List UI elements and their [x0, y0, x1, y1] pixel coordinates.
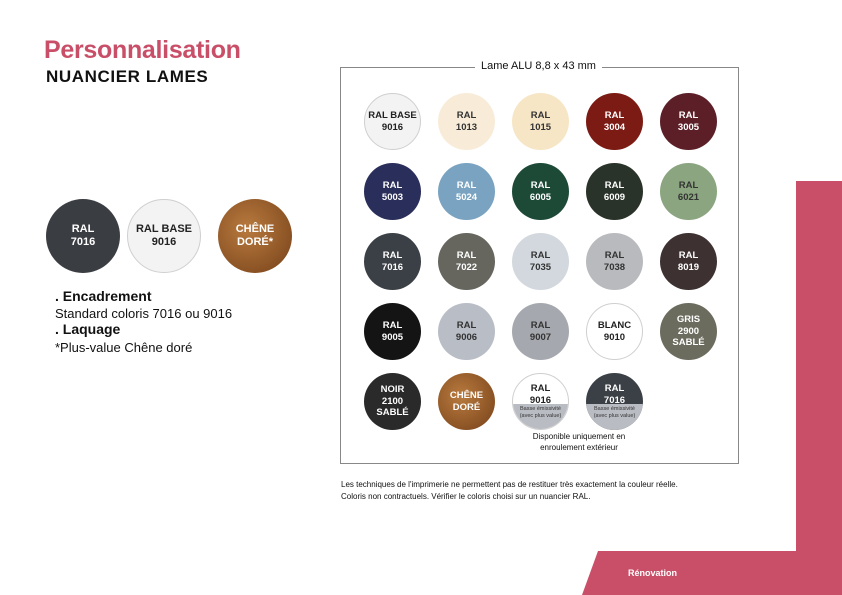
laquage-text: *Plus-value Chêne doré [55, 340, 193, 355]
swatch-label: RAL 9007 [529, 320, 552, 343]
footer-band [582, 551, 842, 595]
swatch-label: RAL 6009 [603, 180, 626, 203]
availability-note: Disponible uniquement en enroulement ext… [532, 432, 626, 452]
color-swatch: RAL 3004 [586, 93, 643, 150]
color-swatch: RAL 6009 [586, 163, 643, 220]
footer-label: Rénovation [628, 568, 678, 578]
swatch-label: RAL 7038 [603, 250, 626, 273]
color-swatch: RAL 6021 [660, 163, 717, 220]
color-swatch: RAL 9005 [364, 303, 421, 360]
color-swatch: RAL 9007 [512, 303, 569, 360]
color-swatch: RAL 1013 [438, 93, 495, 150]
color-swatch: RAL 5024 [438, 163, 495, 220]
page-subtitle: NUANCIER LAMES [46, 67, 209, 86]
color-swatch: RAL 7022 [438, 233, 495, 290]
swatch-label: RAL 1013 [455, 110, 478, 133]
disclaimer-line-1: Les techniques de l'imprimerie ne permet… [341, 480, 678, 489]
swatch-label: CHÊNE DORÉ* [235, 222, 275, 248]
color-swatch: CHÊNE DORÉ* [218, 199, 292, 273]
color-swatch: RAL 6005 [512, 163, 569, 220]
swatch-label: RAL 7035 [529, 250, 552, 273]
color-swatch: RAL 7016 [364, 233, 421, 290]
swatch-sublabel: Basse émissivité (avec plus value) [586, 404, 643, 430]
color-swatch: RAL 7038 [586, 233, 643, 290]
swatch-label: RAL 1015 [529, 110, 552, 133]
swatch-label: RAL 6021 [677, 180, 700, 203]
color-swatch: RAL 1015 [512, 93, 569, 150]
color-swatch: RAL 5003 [364, 163, 421, 220]
color-swatch: RAL 9006 [438, 303, 495, 360]
swatch-label: RAL 9016 [529, 383, 552, 406]
swatch-sublabel: Basse émissivité (avec plus value) [513, 403, 568, 429]
color-swatch: RAL 7016 [46, 199, 120, 273]
page-title: Personnalisation [44, 36, 241, 64]
swatch-box-title: Lame ALU 8,8 x 43 mm [475, 60, 602, 72]
swatch-label: RAL 7016 [70, 222, 96, 248]
disclaimer: Les techniques de l'imprimerie ne permet… [341, 479, 678, 503]
swatch-label: RAL 8019 [677, 250, 700, 273]
swatch-label: BLANC 9010 [597, 320, 632, 343]
color-swatch: RAL BASE 9016 [127, 199, 201, 273]
swatch-label: RAL 5003 [381, 180, 404, 203]
swatch-label: RAL 3004 [603, 110, 626, 133]
encadrement-heading: . Encadrement [55, 288, 152, 304]
color-swatch: BLANC 9010 [586, 303, 643, 360]
color-swatch: RAL 8019 [660, 233, 717, 290]
swatch-label: RAL 3005 [677, 110, 700, 133]
swatch-label: RAL 7022 [455, 250, 478, 273]
swatch-label: GRIS 2900 SABLÉ [672, 314, 705, 349]
disclaimer-line-2: Coloris non contractuels. Vérifier le co… [341, 492, 591, 501]
color-swatch: RAL BASE 9016 [364, 93, 421, 150]
encadrement-text: Standard coloris 7016 ou 9016 [55, 306, 233, 321]
swatch-label: NOIR 2100 SABLÉ [376, 384, 409, 419]
swatch-label: RAL 7016 [603, 383, 626, 406]
color-swatch: RAL 3005 [660, 93, 717, 150]
swatch-label: RAL 7016 [381, 250, 404, 273]
swatch-label: RAL 9006 [455, 320, 478, 343]
decorative-accent-bar [796, 181, 842, 595]
color-swatch: RAL 9016 Basse émissivité (avec plus valu… [512, 373, 569, 430]
swatch-label: RAL 5024 [455, 180, 478, 203]
swatch-label: RAL 9005 [381, 320, 404, 343]
swatch-label: RAL 6005 [529, 180, 552, 203]
color-swatch: NOIR 2100 SABLÉ [364, 373, 421, 430]
laquage-heading: . Laquage [55, 321, 121, 337]
color-swatch: CHÊNE DORÉ [438, 373, 495, 430]
swatch-label: RAL BASE 9016 [368, 110, 417, 133]
color-swatch: RAL 7035 [512, 233, 569, 290]
color-swatch: GRIS 2900 SABLÉ [660, 303, 717, 360]
swatch-label: CHÊNE DORÉ [449, 390, 484, 413]
swatch-label: RAL BASE 9016 [135, 222, 193, 248]
color-swatch: RAL 7016 Basse émissivité (avec plus valu… [586, 373, 643, 430]
